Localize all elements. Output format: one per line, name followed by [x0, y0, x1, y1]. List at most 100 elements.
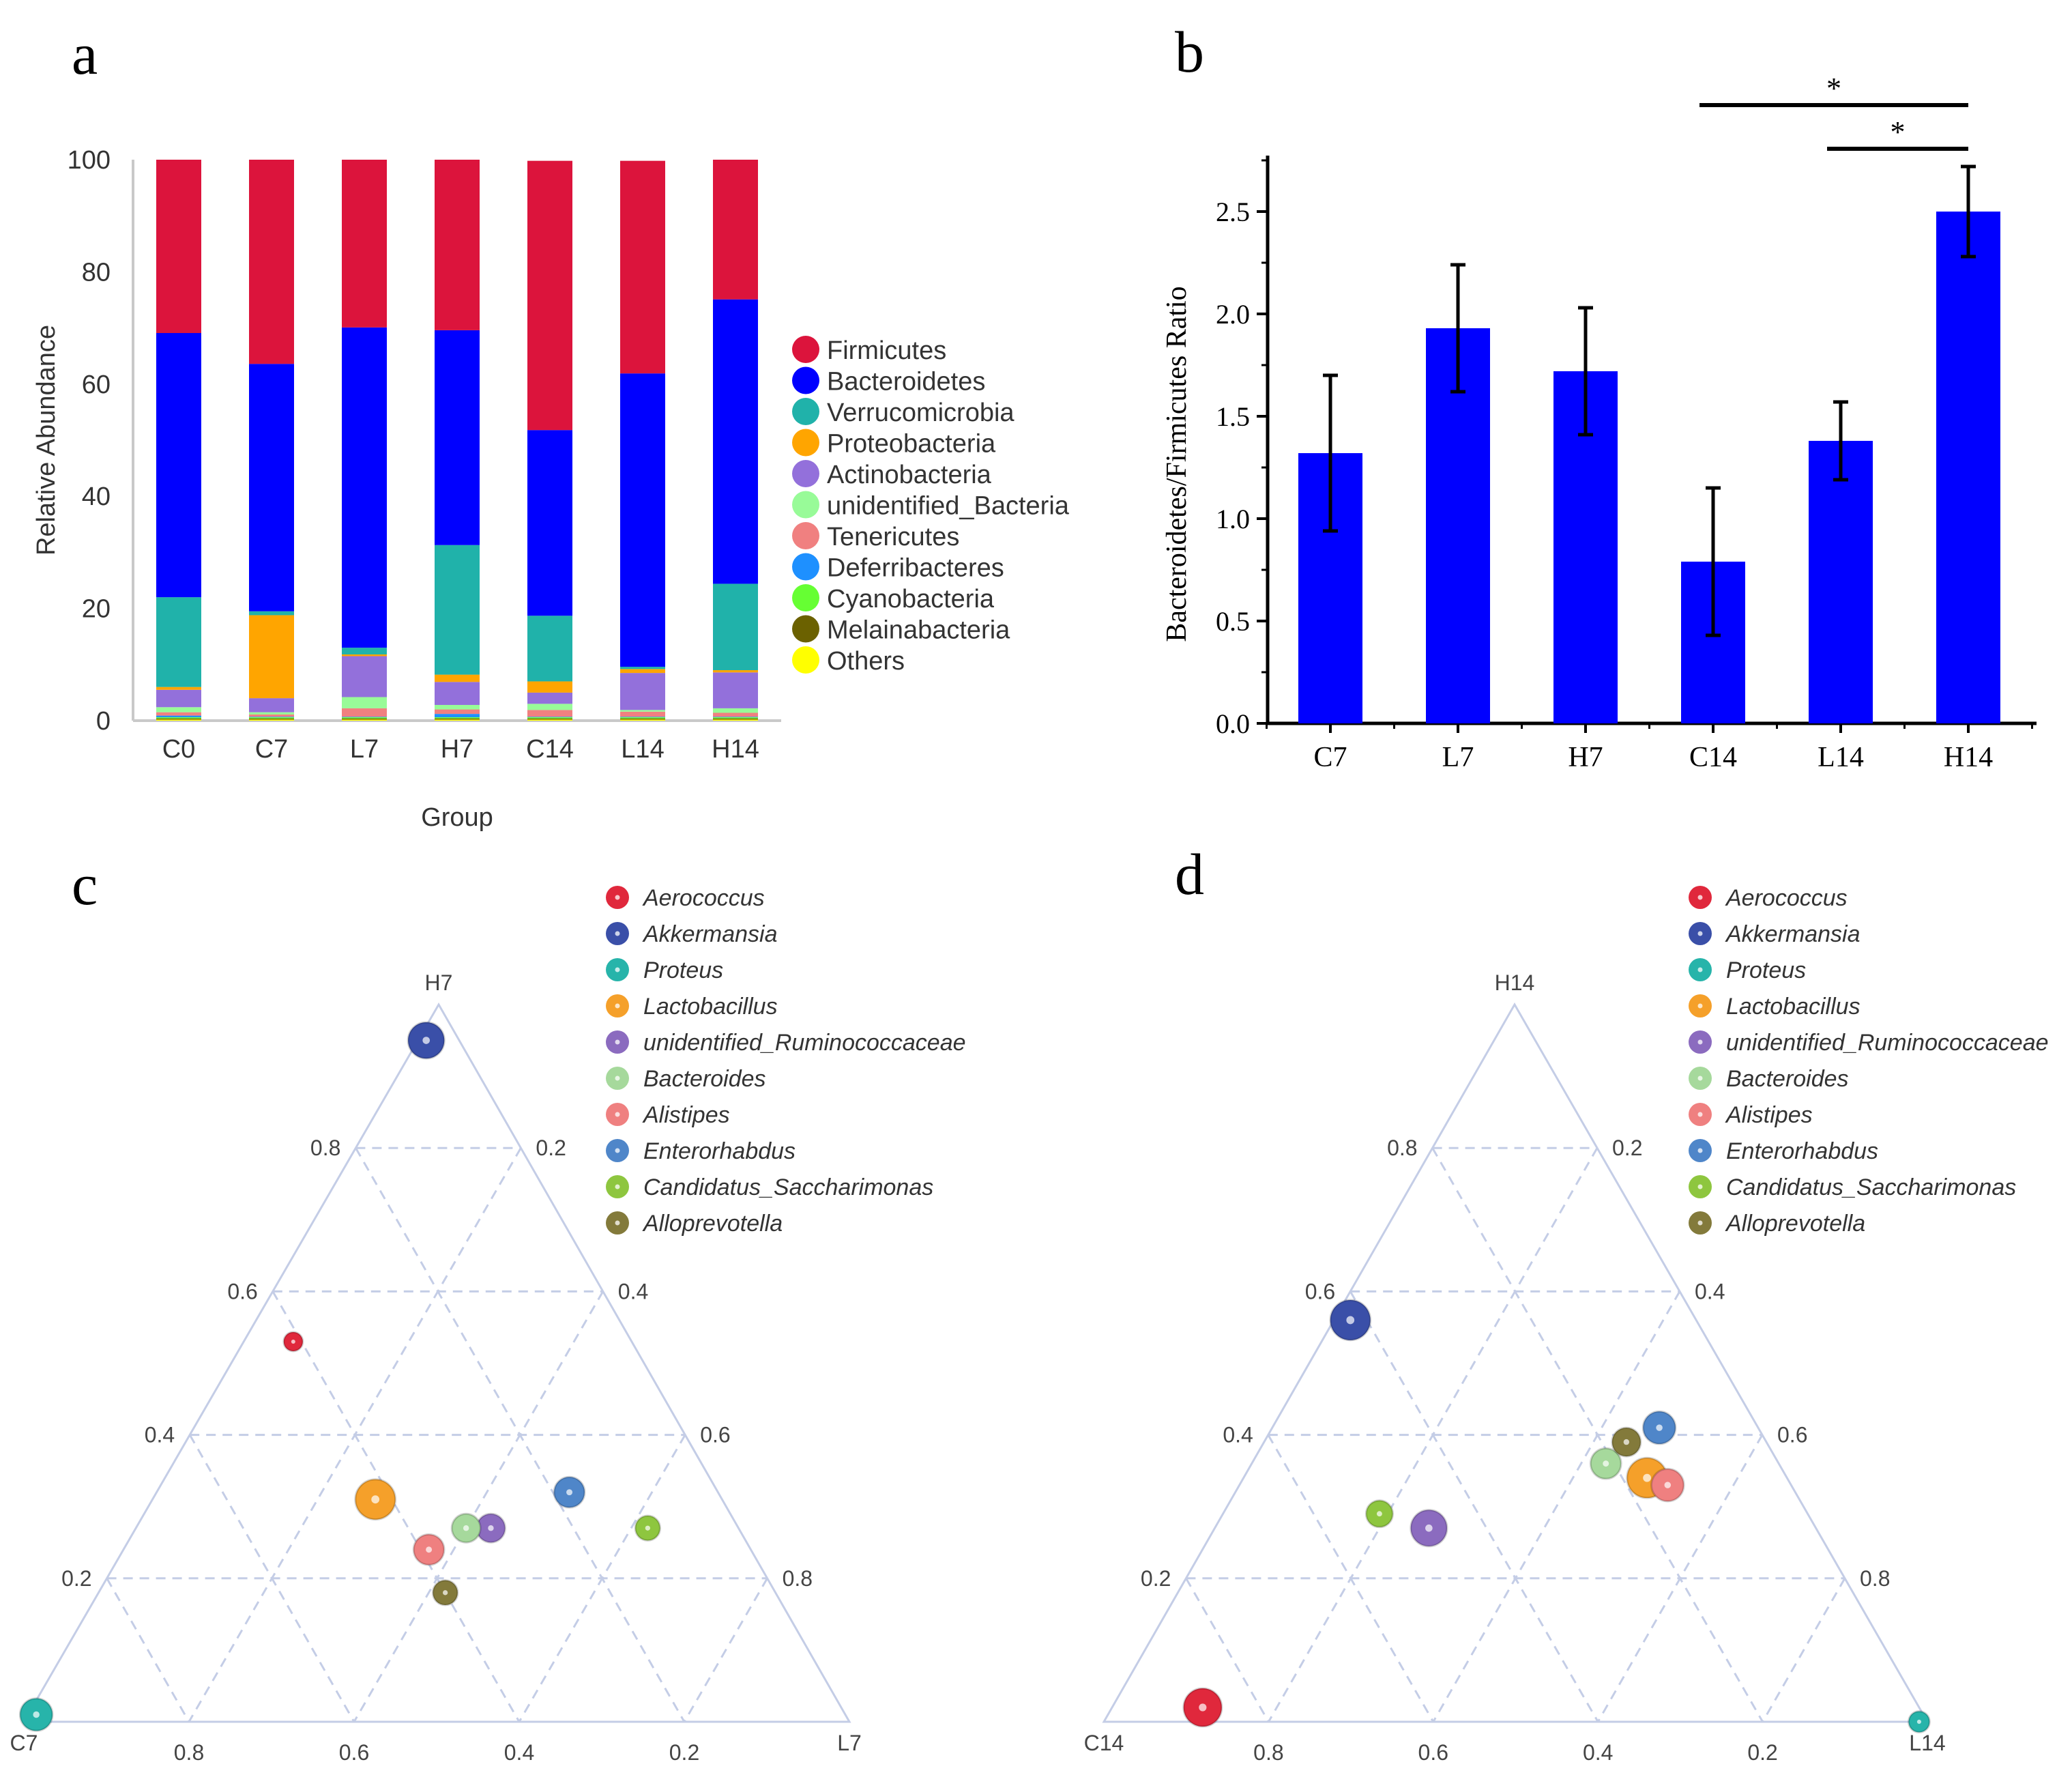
chart-a-bar-h14-verrucomicrobia: [713, 583, 758, 671]
chart-c-legend-swatch-center: [615, 1112, 620, 1117]
chart-c-point-alloprevotella: [431, 1579, 459, 1606]
chart-a-bar-l14-tenericutes: [620, 711, 665, 717]
chart-c-legend-item-aerococcus: Aerococcus: [606, 885, 765, 911]
chart-a-bar-c0-melainabacteria: [156, 718, 201, 720]
chart-a-legend-swatch: [792, 336, 819, 363]
chart-c-tick-left-0.8: 0.8: [310, 1136, 340, 1160]
chart-d-legend-swatch-center: [1697, 1003, 1703, 1009]
chart-c-tick-left-0.6: 0.6: [227, 1279, 257, 1303]
chart-a-bar-c7-unidentified-bacteria: [249, 712, 294, 715]
chart-a-legend-label: Proteobacteria: [827, 430, 996, 459]
chart-c-point-alistipes: [412, 1533, 446, 1566]
chart-d-legend-label: Candidatus_Saccharimonas: [1726, 1174, 2016, 1200]
chart-b-significance-label-l14-h14: *: [1891, 115, 1906, 149]
chart-a-legend-label: Melainabacteria: [827, 616, 1010, 645]
chart-a-x-tick-l7: L7: [350, 735, 379, 764]
chart-a-bar-l7-bacteroidetes: [342, 327, 387, 648]
chart-b-x-tick-c7: C7: [1313, 742, 1347, 773]
chart-d-point-center: [1643, 1473, 1651, 1482]
chart-c-legend-swatch-center: [615, 1076, 620, 1081]
chart-d-tick-right-0.8: 0.8: [1860, 1566, 1890, 1591]
chart-a-legend-label: Cyanobacteria: [827, 585, 995, 614]
chart-c-point-center: [426, 1546, 433, 1553]
chart-c-legend-item-alistipes: Alistipes: [606, 1102, 730, 1128]
chart-d-legend-item-akkermansia: Akkermansia: [1689, 921, 1861, 947]
chart-d-legend-label: Alloprevotella: [1725, 1211, 1865, 1237]
chart-b-bar-l14: [1809, 441, 1873, 723]
chart-c-point-center: [422, 1037, 431, 1044]
chart-c-point-center: [371, 1495, 380, 1504]
chart-a-bar-c0-proteobacteria: [156, 687, 201, 690]
chart-c-point-center: [463, 1525, 469, 1531]
chart-d-legend-label: Aerococcus: [1725, 885, 1848, 911]
chart-a-bar-h7-cyanobacteria: [435, 717, 480, 719]
chart-c-corner-left: C7: [10, 1731, 38, 1755]
chart-d-triangle: [1102, 1002, 1929, 1723]
chart-c-tick-bottom-0.2: 0.2: [669, 1740, 699, 1765]
chart-c-legend-label: unidentified_Ruminococcaceae: [643, 1030, 966, 1056]
panel-letter-c: c: [72, 852, 98, 917]
chart-a-bar-l7-cyanobacteria: [342, 717, 387, 719]
chart-a-bar-l7-firmicutes: [342, 160, 387, 328]
chart-a-bar-h14-unidentified-bacteria: [713, 708, 758, 713]
chart-c-grid-l-0.6: [518, 1434, 686, 1722]
chart-c-legend-swatch-center: [615, 1003, 620, 1009]
panel-letter-d: d: [1175, 841, 1204, 907]
chart-c-tick-left-0.4: 0.4: [145, 1423, 175, 1447]
chart-c-tick-bottom-0.4: 0.4: [504, 1740, 534, 1765]
chart-a-bar-c14-verrucomicrobia: [527, 616, 572, 682]
chart-d-tick-right-0.6: 0.6: [1777, 1423, 1807, 1447]
chart-c-tick-right-0.2: 0.2: [536, 1136, 566, 1160]
chart-b-x-tick-h14: H14: [1944, 742, 1993, 773]
chart-a-bar-c0-bacteroidetes: [156, 332, 201, 598]
chart-c-legend-swatch-center: [615, 1039, 620, 1045]
chart-c-point-candidatus-saccharimonas: [634, 1514, 662, 1542]
chart-a-x-tick-c14: C14: [526, 735, 574, 764]
chart-a-bar-h7-proteobacteria: [435, 674, 480, 682]
chart-b-x-tick-l14: L14: [1818, 742, 1864, 773]
chart-a-x-tick-h7: H7: [441, 735, 474, 764]
chart-a-bar-h14-cyanobacteria: [713, 717, 758, 719]
chart-a-bar-l14-firmicutes: [620, 160, 665, 374]
chart-c-point-enterorhabdus: [553, 1475, 586, 1509]
chart-c-point-bacteroides: [450, 1512, 482, 1544]
chart-d-tick-left-0.8: 0.8: [1387, 1136, 1417, 1160]
chart-a-y-tick-40: 40: [82, 482, 111, 511]
chart-a-y-tick-0: 0: [96, 707, 111, 736]
chart-d-legend-label: Proteus: [1726, 957, 1806, 983]
chart-a-stacked-bar: 0 20 40 60 80 100 C0 C7 L7 H7 C14 L14 H14 Relative …: [32, 146, 1070, 832]
chart-c-legend-item-lactobacillus: Lactobacillus: [606, 994, 778, 1020]
chart-a-legend-swatch: [792, 615, 819, 643]
chart-d-point-proteus: [1908, 1710, 1931, 1733]
chart-a-legend-label: Actinobacteria: [827, 461, 992, 489]
chart-a-bar-l7-actinobacteria: [342, 656, 387, 697]
chart-a-legend-swatch: [792, 491, 819, 519]
chart-d-grid-l-0.4: [1432, 1290, 1681, 1722]
chart-c-legend-swatch-center: [615, 967, 620, 972]
chart-d-grid-c-0.8: [1185, 1578, 1270, 1722]
chart-d-tick-left-0.2: 0.2: [1141, 1566, 1171, 1591]
chart-a-bar-h7-actinobacteria: [435, 682, 480, 705]
chart-d-legend-label: unidentified_Ruminococcaceae: [1726, 1030, 2049, 1056]
chart-a-bar-h7-others: [435, 719, 480, 721]
chart-d-point-alloprevotella: [1611, 1426, 1642, 1458]
chart-c-legend-label: Enterorhabdus: [643, 1138, 796, 1164]
chart-a-bar-h7-bacteroidetes: [435, 330, 480, 545]
chart-a-legend-label: Deferribacteres: [827, 554, 1004, 583]
chart-d-point-center: [1376, 1511, 1382, 1517]
chart-a-bar-c0-verrucomicrobia: [156, 597, 201, 687]
chart-a-bar-h7-tenericutes: [435, 709, 480, 715]
chart-a-bar-c7-verrucomicrobia: [249, 611, 294, 616]
chart-d-tick-right-0.4: 0.4: [1695, 1279, 1725, 1303]
chart-a-legend-item-actinobacteria: Actinobacteria: [792, 460, 992, 489]
chart-a-bar-h7-unidentified-bacteria: [435, 704, 480, 710]
chart-a-bar-h14-proteobacteria: [713, 670, 758, 673]
chart-c-triangle: [22, 1002, 851, 1723]
chart-d-point-center: [1199, 1703, 1207, 1712]
chart-a-legend-swatch: [792, 429, 819, 457]
chart-a-legend-item-verrucomicrobia: Verrucomicrobia: [792, 398, 1015, 427]
chart-c-point-center: [291, 1339, 295, 1344]
chart-d-point-enterorhabdus: [1641, 1410, 1677, 1445]
chart-a-bar-l7-unidentified-bacteria: [342, 697, 387, 708]
chart-b-y-tick-2.0: 2.0: [1216, 299, 1250, 330]
